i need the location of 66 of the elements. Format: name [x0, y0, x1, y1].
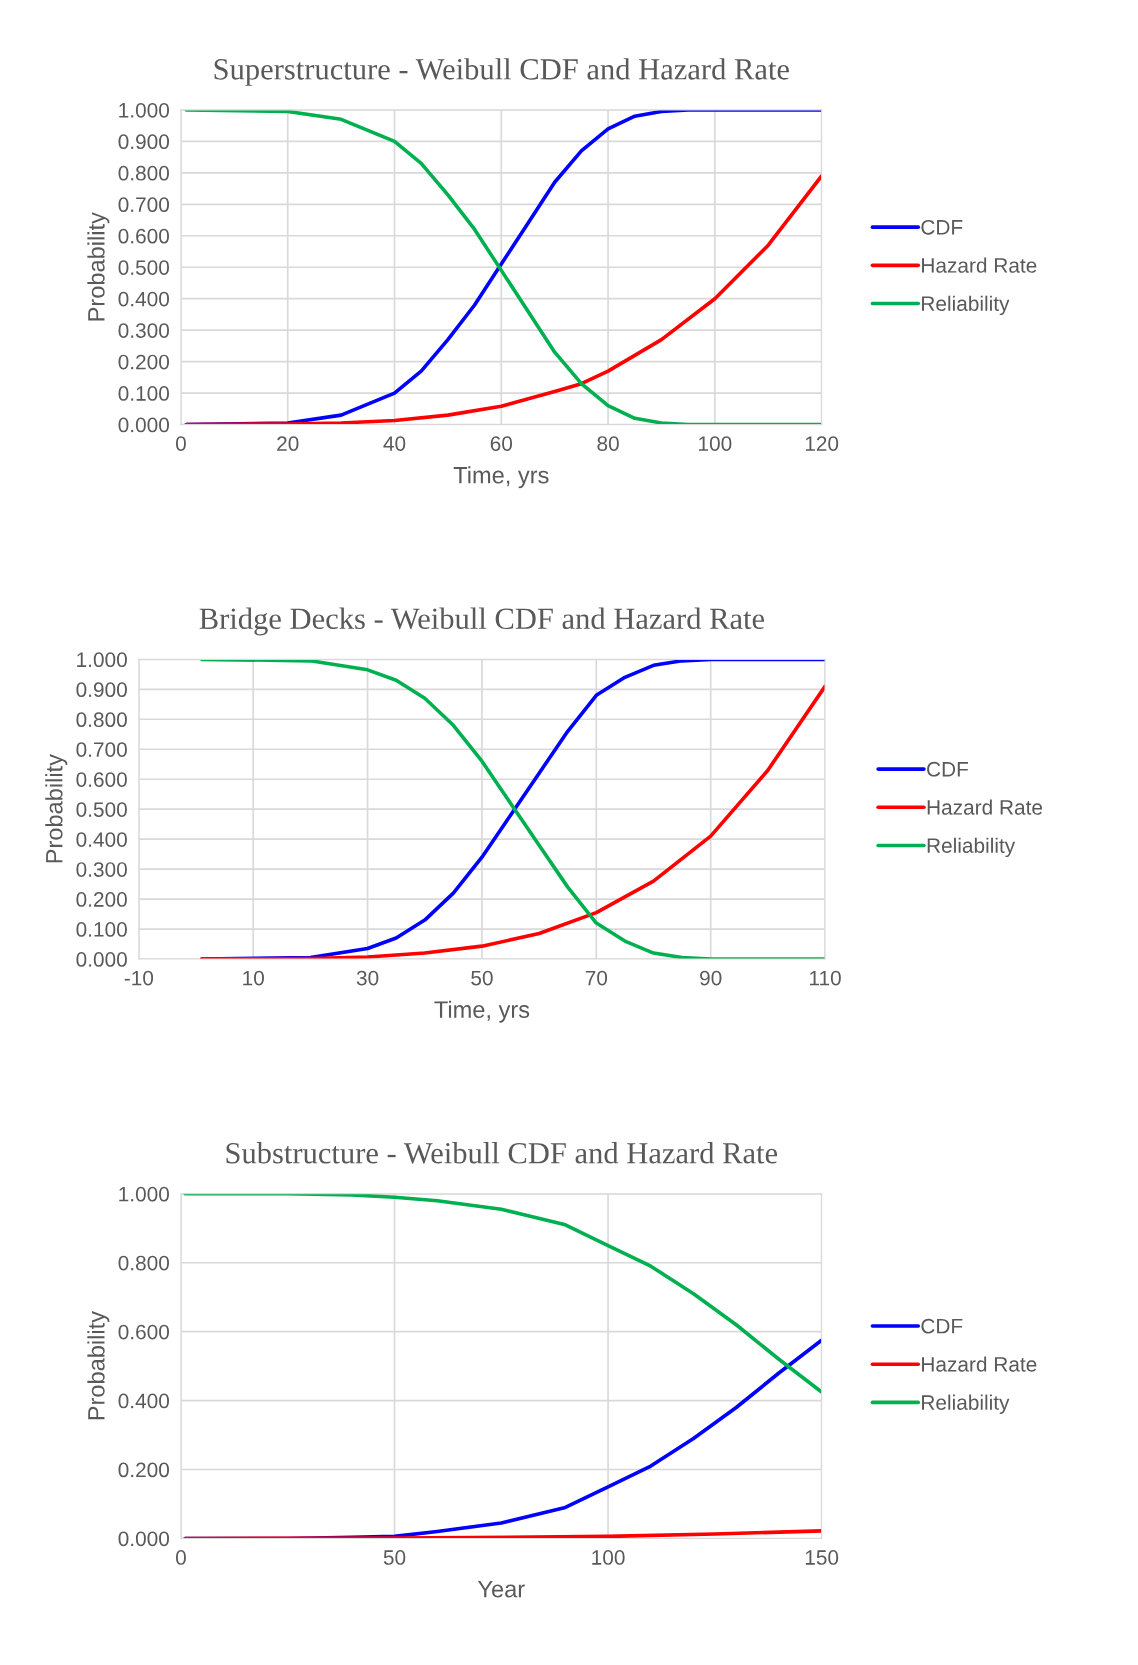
y-tick-label: 0.000: [118, 417, 170, 433]
y-tick-label: 1.000: [119, 1186, 170, 1202]
y-tick-label: 0.500: [118, 260, 170, 275]
y-tick-label: 0.600: [76, 772, 127, 787]
x-tick-label: 110: [810, 970, 841, 986]
x-tick-label: 60: [490, 436, 513, 451]
y-tick-label: 0.100: [76, 922, 127, 937]
x-tick-label: 40: [383, 436, 406, 451]
x-tick-label: 30: [356, 970, 379, 986]
x-tick-label: 120: [805, 436, 839, 451]
y-tick-label: 0.800: [76, 712, 127, 728]
y-tick-label: 0.200: [76, 892, 127, 907]
chart-title: Bridge Decks - Weibull CDF and Hazard Rate: [199, 607, 765, 636]
y-tick-label: 1.000: [77, 652, 127, 668]
legend-label: CDF: [921, 219, 963, 235]
x-tick-label: 50: [383, 1550, 406, 1565]
y-tick-label: 0.000: [76, 952, 127, 967]
x-tick-label: 50: [471, 970, 493, 986]
y-tick-label: 0.300: [118, 323, 170, 338]
chart-title: Substructure - Weibull CDF and Hazard Rate: [226, 1142, 778, 1164]
y-tick-label: 0.400: [118, 1393, 170, 1409]
y-tick-label: 0.000: [118, 1531, 170, 1547]
y-axis-title: Probability: [87, 1311, 110, 1420]
y-tick-label: 0.800: [118, 1255, 170, 1271]
x-axis-title: Year: [477, 1580, 525, 1598]
y-tick-label: 0.300: [76, 862, 127, 877]
x-tick-label: 100: [699, 436, 732, 451]
x-tick-label: 80: [597, 436, 619, 451]
y-tick-label: 0.400: [118, 291, 170, 307]
x-tick-label: 10: [243, 970, 264, 986]
y-tick-label: 0.400: [76, 832, 127, 847]
y-tick-label: 0.500: [76, 802, 127, 817]
x-tick-label: 150: [805, 1550, 839, 1565]
x-tick-label: 0: [175, 436, 186, 451]
y-tick-label: 0.900: [76, 682, 127, 698]
legend-label: Hazard Rate: [922, 1356, 1037, 1372]
legend-label: CDF: [927, 761, 969, 777]
y-tick-label: 0.200: [118, 1462, 170, 1478]
legend-label: Reliability: [927, 837, 1016, 858]
y-tick-label: 0.900: [118, 134, 170, 150]
x-tick-label: -10: [124, 970, 154, 986]
y-tick-label: 0.800: [118, 165, 170, 181]
x-axis-title: Time, yrs: [453, 466, 549, 489]
y-axis-title: Probability: [45, 754, 68, 863]
y-tick-label: 0.200: [118, 354, 170, 370]
legend-label: Hazard Rate: [922, 257, 1037, 273]
x-axis-title: Time, yrs: [434, 1000, 530, 1023]
y-tick-label: 1.000: [119, 102, 170, 118]
line-series: [184, 174, 822, 425]
y-tick-label: 0.700: [118, 197, 170, 213]
x-tick-label: 20: [277, 436, 299, 451]
x-tick-label: 70: [585, 970, 608, 986]
chart-title: Superstructure - Weibull CDF and Hazard Rate: [214, 58, 789, 86]
y-tick-label: 0.100: [118, 386, 170, 401]
legend-label: CDF: [921, 1318, 963, 1334]
legend-label: Hazard Rate: [927, 799, 1043, 815]
x-tick-label: 100: [592, 1550, 625, 1565]
x-tick-label: 90: [700, 970, 722, 986]
y-axis-title: Probability: [87, 212, 110, 321]
legend-label: Reliability: [922, 1394, 1010, 1415]
y-tick-label: 0.600: [118, 228, 170, 244]
line-series: [184, 109, 822, 425]
legend-label: Reliability: [922, 295, 1010, 316]
y-tick-label: 0.700: [76, 742, 127, 757]
x-tick-label: 0: [175, 1550, 186, 1565]
y-tick-label: 0.600: [118, 1324, 170, 1340]
